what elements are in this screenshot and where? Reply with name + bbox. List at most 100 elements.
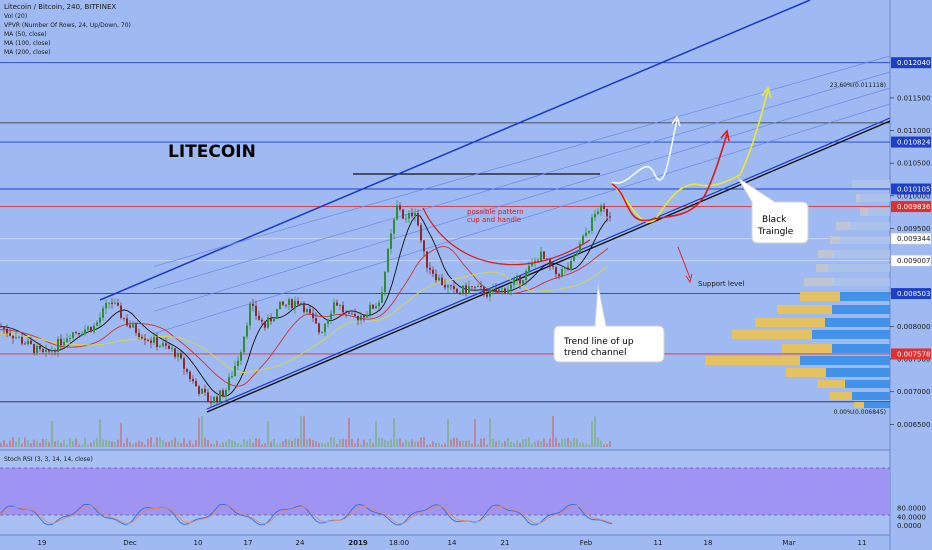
price-tag-label-1: 0.010824 (897, 139, 931, 147)
candle-body-140 (420, 225, 422, 241)
candle-body-3 (9, 333, 11, 336)
candle-body-7 (21, 337, 23, 344)
candle-body-193 (579, 243, 581, 253)
candle-body-136 (408, 213, 410, 219)
volume-bar-73 (219, 444, 221, 447)
white-arrowhead (671, 115, 681, 127)
channel-lower-black (206, 120, 891, 413)
fib-level-top: 23.60%(0.011118) (830, 82, 886, 89)
volume-bar-102 (306, 439, 308, 447)
candle-body-94 (282, 301, 284, 305)
volume-bar-95 (285, 439, 287, 447)
candle-body-160 (480, 285, 482, 287)
time-axis[interactable] (0, 535, 890, 550)
candle-body-116 (348, 312, 350, 314)
volume-bar-1 (3, 440, 5, 447)
price-tag-box-4 (890, 232, 932, 245)
vp-up-17 (854, 402, 864, 408)
volume-bar-26 (78, 444, 80, 447)
volume-bar-166 (498, 440, 500, 447)
triangle-note-line2: Traingle (757, 227, 794, 237)
volume-bar-107 (321, 442, 323, 447)
candle-body-91 (273, 318, 275, 322)
candle-body-48 (144, 338, 146, 341)
candle-body-183 (549, 259, 551, 266)
volume-bar-69 (207, 439, 209, 447)
candle-body-112 (336, 302, 338, 306)
yellow-arrowhead (761, 86, 772, 99)
candle-body-107 (321, 332, 323, 333)
white-projection (611, 119, 678, 184)
vp-down-8 (840, 292, 890, 301)
candle-body-16 (48, 349, 50, 352)
volume-bar-163 (489, 418, 491, 447)
volume-bar-45 (135, 442, 137, 447)
candle-body-146 (438, 277, 440, 281)
candle-body-199 (597, 211, 599, 215)
candle-body-1 (3, 327, 5, 329)
volume-bar-126 (378, 438, 380, 447)
candle-body-43 (129, 325, 131, 328)
candle-body-71 (213, 396, 215, 403)
candle-body-165 (495, 289, 497, 292)
candle-body-114 (342, 305, 344, 313)
volume-bar-181 (543, 438, 545, 447)
volume-bar-195 (585, 444, 587, 447)
volume-bar-170 (510, 442, 512, 447)
volume-bar-157 (471, 443, 473, 447)
price-tag-label-7: 0.007578 (897, 350, 930, 358)
price-tags: 0.012040 0.010824 0.010105 0.009836 0.009344… (890, 57, 932, 360)
price-pane[interactable] (0, 0, 890, 450)
candle-body-81 (243, 336, 245, 353)
volume-bar-76 (228, 439, 230, 447)
volume-bar-101 (303, 416, 305, 447)
candle-body-120 (360, 315, 362, 321)
candle-body-25 (75, 332, 77, 334)
price-tag-box-1 (891, 136, 931, 148)
volume-bar-46 (138, 440, 140, 447)
vp-up-5 (818, 250, 834, 258)
volume-bar-32 (96, 437, 98, 447)
volume-bar-141 (423, 437, 425, 447)
volume-bar-70 (210, 443, 212, 447)
vp-down-6 (828, 264, 890, 272)
volume-bar-6 (18, 437, 20, 447)
candle-body-50 (150, 340, 152, 343)
volume-bar-145 (435, 443, 437, 447)
volume-bar-115 (345, 439, 347, 447)
volume-bar-171 (513, 442, 515, 447)
candles (0, 199, 611, 407)
triangle-note-line1: Black (762, 215, 787, 225)
volume-bar-111 (333, 437, 335, 447)
price-axis[interactable] (890, 0, 932, 550)
volume-bar-55 (165, 442, 167, 447)
vp-down-9 (832, 305, 890, 314)
price-tag-label-3: 0.009836 (897, 203, 931, 211)
candle-body-148 (444, 285, 446, 288)
volume-bar-199 (597, 437, 599, 447)
volume-bar-109 (327, 442, 329, 447)
trend-line-note-line2: trend channel (564, 348, 626, 358)
vp-down-13 (800, 356, 890, 365)
candle-body-27 (81, 333, 83, 335)
candle-body-101 (303, 303, 305, 313)
volume-bar-132 (396, 438, 398, 447)
candle-body-104 (312, 313, 314, 319)
volume-bar-108 (324, 443, 326, 447)
candle-body-162 (486, 294, 488, 297)
volume-bar-128 (384, 439, 386, 447)
candle-body-137 (411, 213, 413, 217)
volume-bar-41 (123, 443, 125, 447)
time-axis-ticks: 19 Dec 10 17 24 2019 18:00 14 21 Feb 11 18 Mar 11 (38, 539, 867, 547)
candle-body-40 (120, 305, 122, 318)
price-tag-label-0: 0.012040 (897, 59, 930, 67)
candle-body-123 (369, 304, 371, 315)
candle-body-184 (552, 265, 554, 267)
volume-bar-24 (72, 441, 74, 447)
candle-body-41 (123, 317, 125, 319)
volume-bar-114 (342, 438, 344, 447)
vp-up-1 (856, 194, 860, 202)
volume-bar-186 (558, 442, 560, 447)
candle-body-56 (168, 345, 170, 349)
